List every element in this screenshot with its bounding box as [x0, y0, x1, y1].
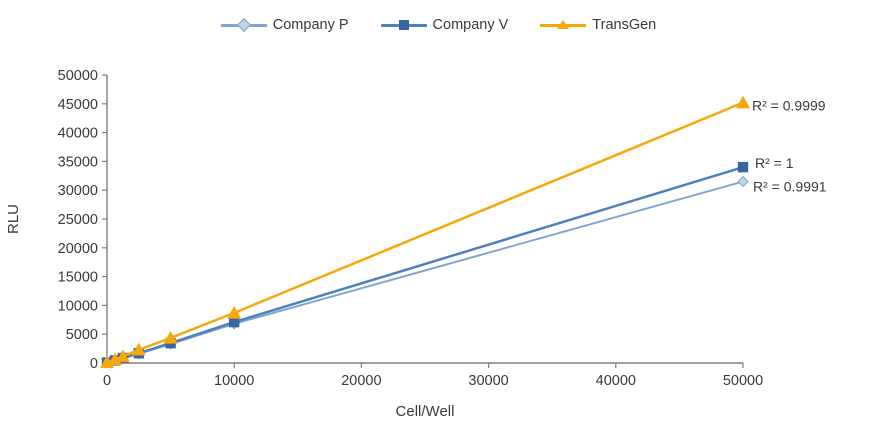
- y-tick-label: 5000: [66, 327, 98, 343]
- series-line-transgen[interactable]: [105, 101, 745, 364]
- x-tick-label: 0: [103, 373, 111, 389]
- series-marker-company-p: [737, 175, 749, 188]
- series-marker-transgen: [736, 95, 750, 109]
- r2-annotation-transgen: R² = 0.9999: [752, 98, 826, 114]
- x-tick-label: 20000: [341, 373, 381, 389]
- r2-annotation-company-p: R² = 0.9991: [753, 179, 827, 195]
- y-tick-label: 10000: [58, 298, 98, 314]
- legend-label: TransGen: [592, 17, 657, 33]
- series-marker-transgen: [227, 305, 242, 319]
- y-tick-label: 50000: [58, 68, 98, 84]
- y-tick-label: 40000: [58, 126, 98, 142]
- series-marker-transgen: [115, 349, 130, 363]
- y-tick-label: 30000: [58, 183, 98, 199]
- legend: Company P Company V TransGen: [0, 17, 877, 33]
- series-marker-company-v: [229, 316, 240, 328]
- legend-line-sample: [220, 17, 267, 33]
- square-marker-icon: [398, 20, 409, 30]
- y-tick-label: 45000: [58, 97, 98, 113]
- x-tick-label: 10000: [214, 373, 254, 389]
- legend-item-company-p[interactable]: Company P: [220, 17, 349, 33]
- x-tick-label: 50000: [723, 373, 763, 389]
- series-line-company-p[interactable]: [106, 180, 744, 364]
- triangle-marker-icon: [557, 20, 570, 30]
- series-line-company-v[interactable]: [105, 165, 745, 364]
- x-axis-title: Cell/Well: [395, 403, 455, 420]
- y-tick-label: 20000: [58, 241, 98, 257]
- x-tick-label: 40000: [596, 373, 636, 389]
- series-marker-transgen: [163, 330, 178, 344]
- r2-annotation-company-v: R² = 1: [755, 155, 794, 171]
- legend-label: Company V: [432, 17, 509, 33]
- legend-item-transgen[interactable]: TransGen: [540, 17, 656, 33]
- y-tick-label: 15000: [58, 270, 98, 286]
- series-marker-company-v: [737, 161, 749, 173]
- y-tick-label: 0: [90, 356, 98, 372]
- legend-label: Company P: [272, 17, 349, 33]
- legend-item-company-v[interactable]: Company V: [380, 17, 509, 33]
- x-tick-label: 30000: [468, 373, 508, 389]
- legend-line-sample: [540, 20, 587, 30]
- axes: [106, 75, 743, 364]
- legend-line-sample: [380, 20, 427, 30]
- y-tick-label: 25000: [58, 212, 98, 228]
- y-tick-label: 35000: [58, 154, 98, 170]
- series-marker-transgen: [131, 342, 146, 356]
